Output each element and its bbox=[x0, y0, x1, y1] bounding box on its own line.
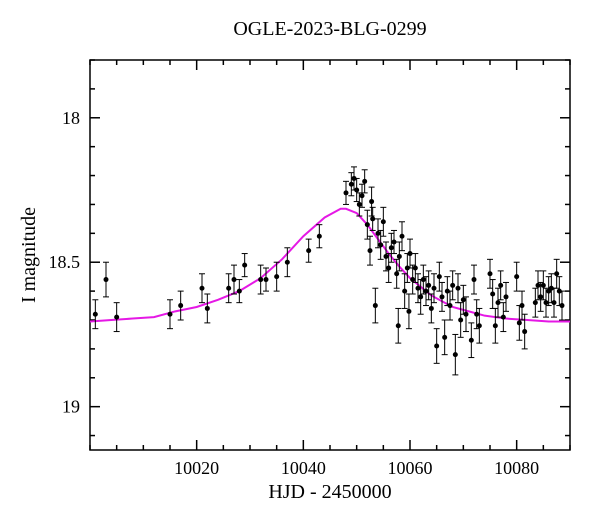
x-tick-label: 10020 bbox=[174, 458, 219, 478]
data-point bbox=[376, 231, 381, 236]
data-point bbox=[501, 315, 506, 320]
data-point bbox=[520, 303, 525, 308]
data-point bbox=[381, 219, 386, 224]
data-point bbox=[349, 182, 354, 187]
data-point bbox=[426, 283, 431, 288]
data-point bbox=[396, 323, 401, 328]
data-point bbox=[421, 277, 426, 282]
x-tick-label: 10040 bbox=[281, 458, 326, 478]
data-point bbox=[413, 266, 418, 271]
data-point bbox=[469, 338, 474, 343]
data-point bbox=[369, 199, 374, 204]
data-point bbox=[93, 312, 98, 317]
data-point bbox=[285, 260, 290, 265]
data-point bbox=[365, 222, 370, 227]
data-point bbox=[554, 271, 559, 276]
data-point bbox=[368, 248, 373, 253]
y-tick-label: 19 bbox=[62, 397, 80, 417]
data-point bbox=[237, 289, 242, 294]
data-point bbox=[384, 254, 389, 259]
data-point bbox=[400, 234, 405, 239]
data-point bbox=[474, 312, 479, 317]
data-point bbox=[448, 303, 453, 308]
data-point bbox=[354, 188, 359, 193]
chart-container: OGLE-2023-BLG-0299 10020 10040 10060 10080 18… bbox=[0, 0, 600, 512]
data-point bbox=[226, 286, 231, 291]
data-point bbox=[440, 294, 445, 299]
data-point bbox=[408, 251, 413, 256]
data-point bbox=[406, 309, 411, 314]
data-point bbox=[498, 283, 503, 288]
data-point bbox=[514, 274, 519, 279]
data-point bbox=[488, 271, 493, 276]
data-point bbox=[104, 277, 109, 282]
data-point bbox=[437, 274, 442, 279]
data-point bbox=[386, 266, 391, 271]
data-point bbox=[402, 289, 407, 294]
x-axis-label: HJD - 2450000 bbox=[268, 481, 391, 503]
data-point bbox=[429, 306, 434, 311]
data-point bbox=[544, 300, 549, 305]
data-point bbox=[397, 254, 402, 259]
data-point bbox=[458, 318, 463, 323]
x-tick-label: 10060 bbox=[388, 458, 433, 478]
data-point bbox=[461, 297, 466, 302]
data-point bbox=[442, 335, 447, 340]
data-point bbox=[410, 277, 415, 282]
data-point bbox=[232, 277, 237, 282]
data-point bbox=[258, 277, 263, 282]
data-point bbox=[362, 179, 367, 184]
x-tick-label: 10080 bbox=[494, 458, 539, 478]
y-axis-label: I magnitude bbox=[18, 207, 40, 303]
data-point bbox=[517, 320, 522, 325]
data-point bbox=[242, 263, 247, 268]
data-point bbox=[464, 312, 469, 317]
data-point bbox=[394, 271, 399, 276]
data-point bbox=[317, 234, 322, 239]
data-point bbox=[536, 283, 541, 288]
data-point bbox=[552, 300, 557, 305]
chart-title: OGLE-2023-BLG-0299 bbox=[233, 18, 426, 40]
y-tick-label: 18.5 bbox=[49, 252, 81, 272]
data-point bbox=[200, 286, 205, 291]
data-point bbox=[424, 289, 429, 294]
data-point bbox=[490, 292, 495, 297]
data-point bbox=[360, 193, 365, 198]
data-point bbox=[496, 300, 501, 305]
data-point bbox=[541, 283, 546, 288]
data-point bbox=[264, 277, 269, 282]
data-point bbox=[418, 294, 423, 299]
data-point bbox=[373, 303, 378, 308]
data-point bbox=[560, 303, 565, 308]
data-point bbox=[178, 303, 183, 308]
chart-svg: OGLE-2023-BLG-0299 10020 10040 10060 10080 18… bbox=[0, 0, 600, 512]
data-point bbox=[370, 216, 375, 221]
data-point bbox=[392, 240, 397, 245]
data-point bbox=[450, 283, 455, 288]
data-point bbox=[357, 202, 362, 207]
data-point bbox=[168, 312, 173, 317]
data-point bbox=[522, 329, 527, 334]
data-point bbox=[274, 274, 279, 279]
data-point bbox=[344, 190, 349, 195]
data-point bbox=[477, 323, 482, 328]
data-point bbox=[493, 323, 498, 328]
data-point bbox=[434, 344, 439, 349]
data-point bbox=[389, 245, 394, 250]
data-point bbox=[114, 315, 119, 320]
data-point bbox=[472, 277, 477, 282]
data-point bbox=[306, 248, 311, 253]
data-point bbox=[538, 294, 543, 299]
data-point bbox=[533, 300, 538, 305]
data-point bbox=[432, 286, 437, 291]
y-tick-label: 18 bbox=[62, 108, 80, 128]
data-point bbox=[416, 286, 421, 291]
data-point bbox=[456, 286, 461, 291]
data-point bbox=[205, 306, 210, 311]
data-point bbox=[453, 352, 458, 357]
data-point bbox=[504, 294, 509, 299]
data-point bbox=[378, 242, 383, 247]
